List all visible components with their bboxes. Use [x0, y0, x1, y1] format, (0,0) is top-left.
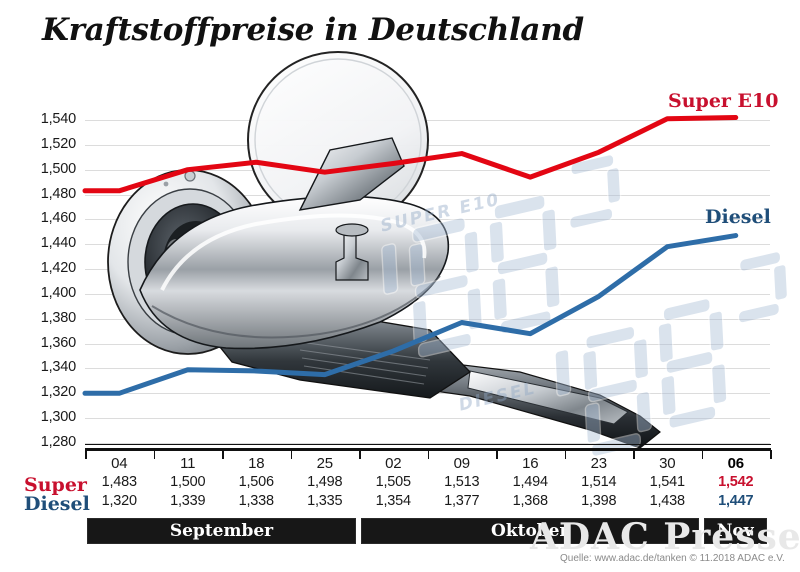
- table-cell: 1,513: [444, 474, 480, 490]
- table-cell: 1,483: [101, 474, 137, 490]
- table-cell: 1,398: [581, 493, 617, 509]
- series-line-super-e10: [82, 115, 739, 194]
- table-cell: 1,339: [170, 493, 206, 509]
- y-axis-tick-label: 1,380: [40, 309, 76, 326]
- x-axis-tick: [633, 450, 635, 459]
- x-axis-line: [85, 448, 771, 451]
- table-cell: 23: [590, 455, 607, 472]
- gridline: [85, 269, 770, 271]
- gridline: [85, 144, 770, 146]
- table-cell: 1,542: [718, 474, 754, 490]
- x-axis-tick: [701, 450, 703, 459]
- gridline: [85, 343, 770, 345]
- row-label-diesel: Diesel: [24, 493, 90, 515]
- x-axis-tick: [290, 450, 292, 459]
- gridline: [85, 120, 770, 121]
- table-cell: 02: [385, 455, 402, 472]
- gridline: [85, 169, 770, 171]
- gridline: [85, 293, 770, 295]
- gridline: [85, 418, 770, 420]
- table-cell: 1,354: [375, 493, 411, 509]
- table-cell: 1,335: [307, 493, 343, 509]
- x-axis-tick: [359, 450, 361, 459]
- y-axis-tick-label: 1,540: [40, 111, 76, 127]
- table-cell: 30: [659, 455, 676, 472]
- table-cell: 16: [522, 455, 539, 472]
- axis-top-rule: [85, 444, 771, 445]
- table-cell: 1,498: [307, 474, 343, 490]
- x-axis-tick: [496, 450, 498, 459]
- gridline: [85, 318, 770, 320]
- y-axis-tick-label: 1,440: [40, 235, 76, 252]
- month-bar: September: [87, 518, 356, 544]
- y-axis-tick-label: 1,500: [40, 160, 76, 177]
- table-cell: 06: [727, 455, 744, 472]
- table-row-super: Super 1,483 1,500 1,506 1,498 1,505 1,513 1,49…: [0, 474, 800, 496]
- gridline: [85, 244, 770, 246]
- x-axis-tick: [564, 450, 566, 459]
- gridline: [85, 194, 770, 196]
- series-label-super: Super E10: [668, 90, 779, 112]
- month-bar: Oktober: [361, 518, 699, 544]
- table-row-dates: 04 11 18 25 02 09 16 23 30 06: [0, 455, 800, 474]
- row-label-super: Super: [24, 474, 87, 496]
- x-axis-tick: [85, 450, 87, 459]
- table-cell: 1,506: [238, 474, 274, 490]
- x-axis-tick: [222, 450, 224, 459]
- gridline: [85, 219, 770, 221]
- svg-text:DIESEL: DIESEL: [458, 378, 536, 416]
- y-axis-tick-label: 1,520: [40, 135, 76, 152]
- y-axis-tick-label: 1,460: [40, 210, 76, 227]
- table-cell: 1,505: [375, 474, 411, 490]
- y-axis-tick-label: 1,400: [40, 284, 76, 301]
- y-axis-tick-label: 1,360: [40, 334, 76, 351]
- y-axis-tick-label: 1,280: [40, 434, 76, 450]
- series-line-diesel: [82, 233, 739, 396]
- data-table: 04 11 18 25 02 09 16 23 30 06 Super 1,483 1,500 1,5…: [0, 455, 800, 515]
- y-axis-tick-label: 1,480: [40, 185, 76, 202]
- table-cell: 1,438: [649, 493, 685, 509]
- source-credit: Quelle: www.adac.de/tanken © 11.2018 ADA…: [560, 553, 785, 564]
- table-row-diesel: Diesel 1,320 1,339 1,338 1,335 1,354 1,377 1,3…: [0, 493, 800, 515]
- table-cell: 1,447: [718, 493, 754, 509]
- table-cell: 25: [316, 455, 333, 472]
- gridline: [85, 393, 770, 395]
- table-cell: 04: [111, 455, 128, 472]
- month-bar: Nov: [703, 518, 767, 544]
- y-axis-tick-label: 1,300: [40, 409, 76, 426]
- table-cell: 1,514: [581, 474, 617, 490]
- svg-text:SUPER E10: SUPER E10: [380, 189, 500, 237]
- y-axis-tick-label: 1,340: [40, 359, 76, 376]
- table-cell: 1,338: [238, 493, 274, 509]
- table-cell: 1,320: [101, 493, 137, 509]
- table-cell: 1,494: [512, 474, 548, 490]
- series-label-diesel: Diesel: [705, 206, 771, 228]
- gridline: [85, 368, 770, 370]
- table-cell: 18: [248, 455, 265, 472]
- table-cell: 1,541: [649, 474, 685, 490]
- x-axis-tick: [770, 450, 772, 459]
- table-cell: 11: [180, 455, 196, 472]
- x-axis-tick: [427, 450, 429, 459]
- table-cell: 1,377: [444, 493, 480, 509]
- y-axis-tick-label: 1,420: [40, 260, 76, 277]
- page-title: Kraftstoffpreise in Deutschland: [42, 12, 584, 48]
- table-cell: 1,368: [512, 493, 548, 509]
- watermark: ADAC Presse: [530, 516, 800, 558]
- x-axis-tick: [153, 450, 155, 459]
- table-cell: 1,500: [170, 474, 206, 490]
- table-cell: 09: [453, 455, 470, 472]
- y-axis-tick-label: 1,320: [40, 384, 76, 401]
